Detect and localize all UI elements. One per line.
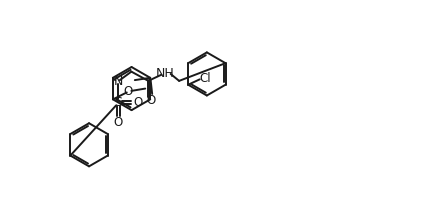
Text: O: O — [146, 94, 155, 107]
Text: S: S — [114, 96, 122, 109]
Text: O: O — [133, 96, 142, 109]
Text: NH: NH — [156, 67, 175, 80]
Text: O: O — [114, 116, 123, 129]
Text: Cl: Cl — [199, 72, 211, 85]
Text: N: N — [113, 75, 123, 88]
Text: O: O — [124, 85, 133, 98]
